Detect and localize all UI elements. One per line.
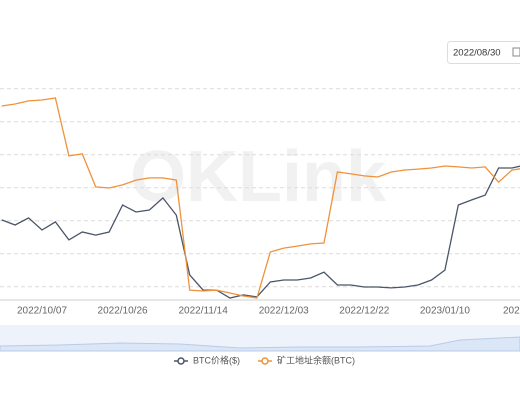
date-input[interactable] [447, 41, 520, 64]
navigator-area [0, 336, 520, 352]
calendar-icon[interactable] [512, 47, 520, 57]
x-tick-label: 2022/11/14 [178, 306, 228, 317]
legend-marker [177, 357, 185, 365]
x-tick-label: 2022/12/03 [259, 306, 309, 317]
legend-label: BTC价格($) [193, 354, 240, 365]
x-tick-label: 2022/10/07 [17, 306, 67, 317]
x-tick-label: 2023 [503, 306, 520, 317]
legend-label: 矿工地址余额(BTC) [277, 354, 355, 365]
x-tick-label: 2022/10/26 [98, 306, 148, 317]
x-tick-label: 2022/12/22 [339, 306, 389, 317]
watermark: OKLink [130, 137, 387, 217]
series-line [1, 97, 520, 299]
series-line [1, 165, 520, 299]
date-input-text: 2022/08/30 [453, 48, 501, 59]
legend-marker [261, 357, 269, 365]
x-tick-label: 2023/01/10 [420, 306, 470, 317]
